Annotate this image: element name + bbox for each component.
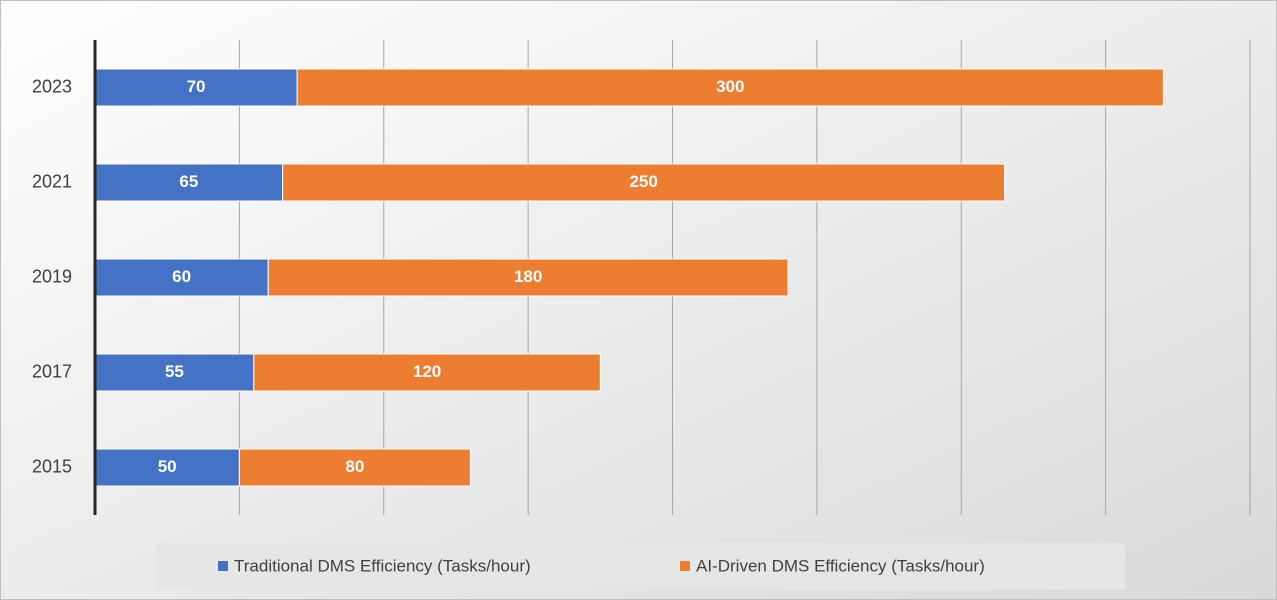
bar <box>94 68 298 107</box>
y-tick-label: 2021 <box>32 171 72 191</box>
legend-label: AI-Driven DMS Efficiency (Tasks/hour) <box>696 556 985 575</box>
bar <box>94 353 255 392</box>
bar <box>253 353 601 392</box>
y-tick-label: 2015 <box>32 456 72 476</box>
bar <box>296 68 1164 107</box>
y-tick-label: 2023 <box>32 76 72 96</box>
data-label: 250 <box>629 172 657 191</box>
bar <box>94 258 269 297</box>
bar <box>267 258 789 297</box>
bar <box>238 448 471 487</box>
legend-label: Traditional DMS Efficiency (Tasks/hour) <box>234 556 531 575</box>
data-label: 300 <box>716 77 744 96</box>
data-label: 55 <box>165 362 184 381</box>
y-tick-label: 2017 <box>32 361 72 381</box>
legend-marker <box>680 561 690 571</box>
data-label: 65 <box>179 172 198 191</box>
data-label: 60 <box>172 267 191 286</box>
y-tick-label: 2019 <box>32 266 72 286</box>
legend-box <box>157 543 1125 590</box>
data-label: 80 <box>345 457 364 476</box>
legend-marker <box>218 561 228 571</box>
data-label: 70 <box>187 77 206 96</box>
data-label: 120 <box>413 362 441 381</box>
data-label: 50 <box>158 457 177 476</box>
bar <box>282 163 1006 202</box>
data-label: 180 <box>514 267 542 286</box>
bar <box>94 448 240 487</box>
